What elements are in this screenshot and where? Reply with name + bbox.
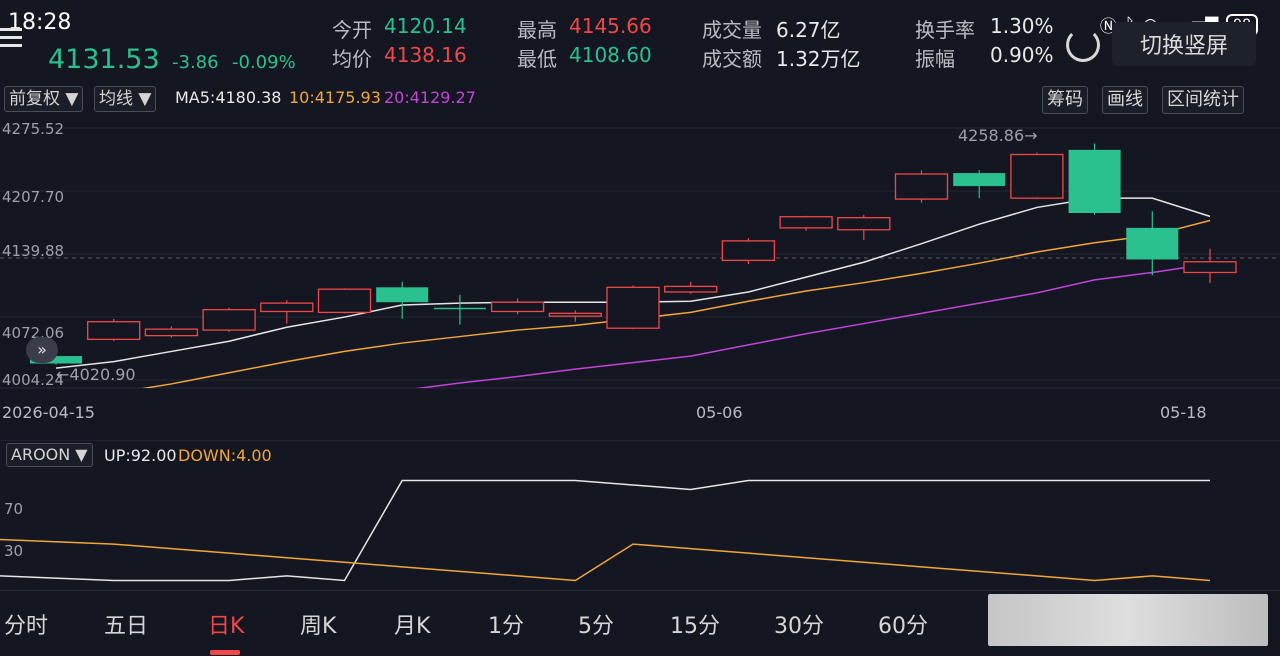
tab-monthly-k[interactable]: 月K bbox=[394, 614, 431, 639]
candle bbox=[837, 214, 891, 240]
amplitude-value: 0.90% bbox=[990, 43, 1054, 67]
high-value: 4145.66 bbox=[569, 14, 652, 38]
switch-portrait-button[interactable]: 切换竖屏 bbox=[1112, 22, 1256, 66]
turnover-value: 1.30% bbox=[990, 14, 1054, 38]
adjust-dropdown[interactable]: 前复权 ▼ bbox=[4, 86, 84, 112]
candle bbox=[1126, 211, 1179, 276]
x-tick: 2026-04-15 bbox=[2, 403, 95, 422]
candle bbox=[1068, 143, 1121, 215]
tab-1min[interactable]: 1分 bbox=[488, 614, 524, 639]
min-annotation: ←4020.90 bbox=[56, 365, 136, 384]
tab-30min[interactable]: 30分 bbox=[774, 614, 824, 639]
menu-icon[interactable] bbox=[0, 28, 24, 48]
aroon-line-down bbox=[0, 538, 1211, 582]
candle bbox=[433, 294, 486, 325]
max-annotation: 4258.86→ bbox=[958, 126, 1038, 145]
ma5-legend: MA5:4180.38 bbox=[175, 88, 282, 107]
price-change-pct: -0.09% bbox=[232, 52, 296, 73]
volume-label: 成交量 bbox=[702, 18, 762, 42]
aroon-y-tick: 70 bbox=[4, 500, 24, 518]
avg-value: 4138.16 bbox=[384, 43, 467, 67]
open-value: 4120.14 bbox=[384, 14, 467, 38]
tab-5min[interactable]: 5分 bbox=[578, 614, 614, 639]
kline-chart[interactable] bbox=[0, 118, 1280, 390]
tab-60min[interactable]: 60分 bbox=[878, 614, 928, 639]
y-tick: 4275.52 bbox=[2, 120, 65, 138]
amplitude-label: 振幅 bbox=[915, 47, 955, 71]
low-label: 最低 bbox=[517, 47, 557, 71]
volume-value: 6.27亿 bbox=[776, 18, 841, 42]
ma-line-ma5 bbox=[55, 197, 1211, 369]
candle bbox=[87, 318, 141, 342]
price-change: -3.86 bbox=[172, 52, 219, 73]
ma-line-ma20 bbox=[415, 263, 1211, 388]
ma10-legend: 10:4175.93 bbox=[289, 88, 381, 107]
candle bbox=[779, 215, 833, 231]
y-tick: 4004.24 bbox=[2, 371, 65, 389]
candle bbox=[1010, 152, 1064, 200]
amount-value: 1.32万亿 bbox=[776, 47, 861, 71]
expand-chevron-icon[interactable]: » bbox=[26, 337, 58, 363]
candle bbox=[490, 298, 545, 315]
aroon-dropdown[interactable]: AROON ▼ bbox=[6, 443, 93, 467]
candle bbox=[317, 288, 372, 314]
candle bbox=[548, 310, 602, 322]
ma20-legend: 20:4129.27 bbox=[384, 88, 476, 107]
aroon-line-up bbox=[0, 479, 1210, 582]
last-price: 4131.53 bbox=[48, 44, 160, 75]
aroon-chart[interactable] bbox=[0, 440, 1280, 590]
candle bbox=[376, 281, 429, 319]
low-value: 4108.60 bbox=[569, 43, 652, 67]
candle bbox=[721, 238, 776, 265]
candle bbox=[1183, 248, 1237, 284]
tab-daily-k[interactable]: 日K bbox=[208, 614, 245, 639]
turnover-label: 换手率 bbox=[915, 18, 975, 42]
candle bbox=[953, 170, 1006, 199]
candle bbox=[664, 281, 718, 294]
active-tab-indicator bbox=[210, 650, 240, 655]
tab-15min[interactable]: 15分 bbox=[670, 614, 720, 639]
candle bbox=[606, 285, 660, 330]
aroon-y-tick: 30 bbox=[4, 542, 24, 560]
x-tick: 05-18 bbox=[1160, 403, 1207, 422]
draw-line-button[interactable]: 画线 bbox=[1102, 86, 1148, 114]
x-tick: 05-06 bbox=[696, 403, 743, 422]
high-label: 最高 bbox=[517, 18, 557, 42]
refresh-icon[interactable] bbox=[1066, 28, 1100, 62]
y-tick: 4207.70 bbox=[2, 188, 65, 206]
open-label: 今开 bbox=[332, 18, 372, 42]
candle bbox=[260, 300, 314, 324]
range-stats-button[interactable]: 区间统计 bbox=[1162, 86, 1244, 114]
tab-weekly-k[interactable]: 周K bbox=[300, 614, 337, 639]
aroon-down-legend: DOWN:4.00 bbox=[178, 446, 272, 465]
quote-header: 18:28 Ⓝ ᛒ ◠ ▁▃▅▇ 98 4131.53 -3.86 -0.09%… bbox=[0, 0, 1280, 80]
y-tick: 4139.88 bbox=[2, 242, 65, 260]
tab-five-day[interactable]: 五日 bbox=[104, 614, 149, 639]
candle bbox=[894, 170, 949, 203]
avg-label: 均价 bbox=[332, 47, 372, 71]
aroon-up-legend: UP:92.00 bbox=[104, 446, 177, 465]
candle bbox=[144, 326, 199, 338]
tab-intraday[interactable]: 分时 bbox=[4, 614, 49, 639]
blurred-region bbox=[988, 594, 1268, 646]
indicator-dropdown[interactable]: 均线 ▼ bbox=[94, 86, 157, 112]
amount-label: 成交额 bbox=[702, 47, 762, 71]
chips-button[interactable]: 筹码 bbox=[1042, 86, 1088, 114]
candle bbox=[202, 307, 256, 332]
